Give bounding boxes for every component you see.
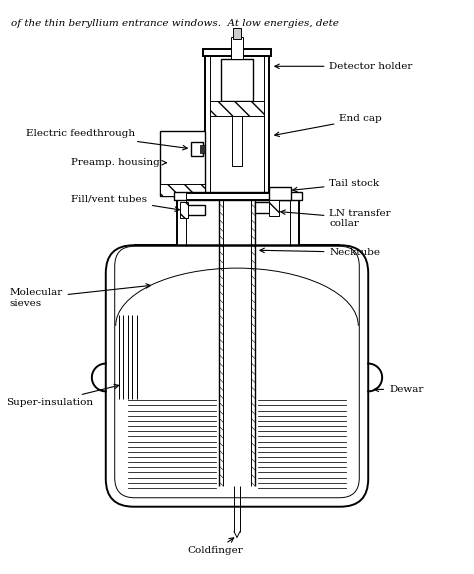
Text: Super-insulation: Super-insulation bbox=[6, 384, 119, 407]
Bar bbox=[269, 187, 291, 200]
Bar bbox=[180, 203, 188, 218]
Text: Detector holder: Detector holder bbox=[275, 62, 413, 71]
Text: of the thin beryllium entrance windows.  At low energies, dete: of the thin beryllium entrance windows. … bbox=[11, 19, 339, 28]
Text: Electric feedthrough: Electric feedthrough bbox=[26, 129, 187, 150]
FancyBboxPatch shape bbox=[106, 245, 368, 507]
Bar bbox=[221, 59, 253, 101]
Bar bbox=[210, 101, 264, 116]
Bar bbox=[205, 56, 269, 196]
Text: End cap: End cap bbox=[275, 114, 382, 137]
Text: Fill/vent tubes: Fill/vent tubes bbox=[71, 194, 179, 211]
Text: LN transfer
collar: LN transfer collar bbox=[281, 209, 391, 228]
Text: Necktube: Necktube bbox=[260, 248, 381, 257]
Bar bbox=[269, 200, 279, 216]
Bar bbox=[186, 192, 290, 199]
Bar bbox=[161, 184, 205, 196]
Text: Tail stock: Tail stock bbox=[293, 179, 380, 192]
Bar bbox=[174, 192, 301, 200]
Bar bbox=[191, 142, 203, 156]
Bar bbox=[161, 131, 205, 196]
Bar bbox=[210, 56, 264, 196]
Text: Preamp. housing: Preamp. housing bbox=[71, 158, 166, 167]
Bar bbox=[255, 203, 277, 214]
Bar bbox=[231, 37, 243, 59]
Bar bbox=[233, 28, 241, 40]
Bar bbox=[203, 49, 271, 56]
FancyBboxPatch shape bbox=[115, 246, 359, 498]
Text: Molecular
sieves: Molecular sieves bbox=[9, 284, 150, 308]
Bar bbox=[183, 205, 205, 215]
Bar bbox=[232, 116, 242, 166]
Text: Dewar: Dewar bbox=[374, 385, 423, 394]
Bar bbox=[200, 145, 205, 153]
Text: Coldfinger: Coldfinger bbox=[187, 538, 243, 556]
